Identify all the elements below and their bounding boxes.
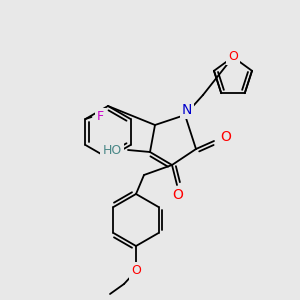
Text: O: O	[131, 265, 141, 278]
Text: HO: HO	[102, 143, 122, 157]
Text: O: O	[172, 188, 183, 202]
Text: O: O	[228, 50, 238, 62]
Text: N: N	[182, 103, 192, 117]
Text: F: F	[97, 110, 104, 124]
Text: O: O	[220, 130, 231, 144]
